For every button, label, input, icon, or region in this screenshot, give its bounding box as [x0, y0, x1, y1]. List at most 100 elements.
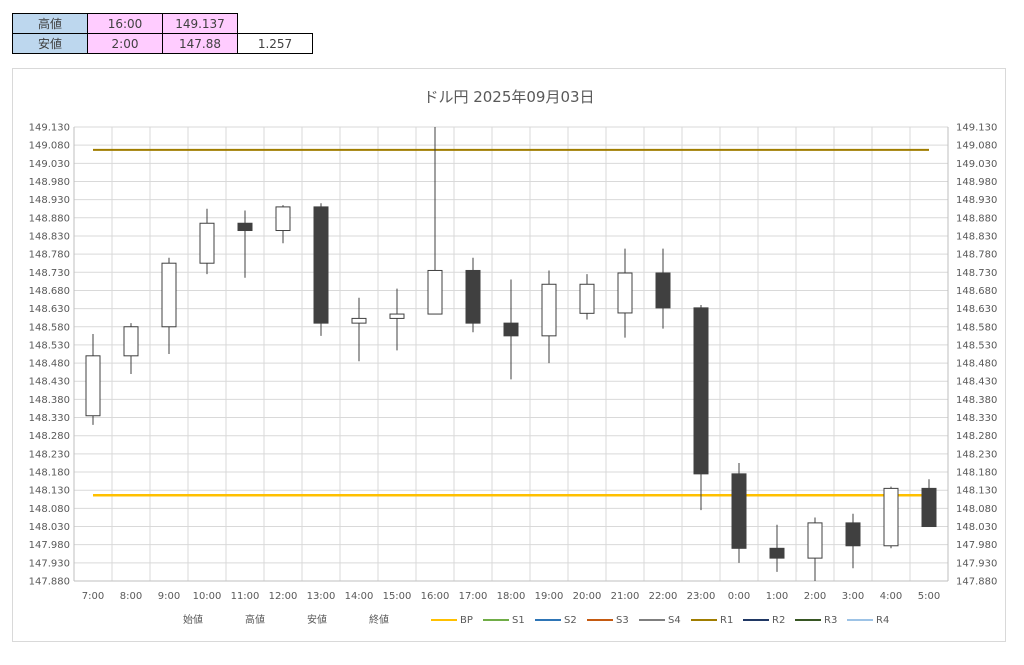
candle-body-up	[883, 487, 899, 547]
candle-body-up	[275, 206, 291, 232]
y-tick-label-right: 148.830	[956, 231, 997, 242]
x-tick-label: 13:00	[307, 591, 336, 602]
legend-label: S2	[564, 615, 577, 626]
x-tick-label: 2:00	[804, 591, 826, 602]
y-tick-label-left: 148.580	[29, 322, 70, 333]
x-tick-label: 20:00	[573, 591, 602, 602]
y-tick-label-left: 148.780	[29, 250, 70, 261]
candle-body-up	[161, 262, 177, 328]
candle-body-up	[85, 355, 101, 417]
candle-body-up	[427, 269, 443, 315]
candle-body-down	[503, 322, 519, 337]
y-tick-label-left: 148.380	[29, 395, 70, 406]
x-tick-label: 14:00	[345, 591, 374, 602]
summary-table: 高値 16:00 149.137 安値 2:00 147.88 1.257	[12, 13, 313, 54]
x-tick-label: 16:00	[421, 591, 450, 602]
y-tick-label-left: 148.180	[29, 468, 70, 479]
x-tick-label: 15:00	[383, 591, 412, 602]
y-tick-label-left: 147.930	[29, 558, 70, 569]
y-tick-label-right: 149.130	[956, 123, 997, 134]
x-tick-label: 7:00	[82, 591, 104, 602]
candle-body-down	[465, 269, 481, 324]
y-tick-label-left: 148.230	[29, 449, 70, 460]
y-tick-label-right: 148.380	[956, 395, 997, 406]
y-tick-label-right: 148.230	[956, 449, 997, 460]
low-time: 2:00	[87, 33, 163, 54]
y-tick-label-right: 149.030	[956, 159, 997, 170]
x-tick-label: 21:00	[611, 591, 640, 602]
x-tick-label: 23:00	[687, 591, 716, 602]
y-tick-label-left: 148.430	[29, 377, 70, 388]
y-tick-label-left: 147.880	[29, 577, 70, 588]
low-row: 安値 2:00 147.88 1.257	[12, 33, 313, 54]
candle-body-down	[313, 206, 329, 324]
y-tick-label-right: 147.930	[956, 558, 997, 569]
candle-body-up	[579, 283, 595, 314]
y-tick-label-right: 148.280	[956, 431, 997, 442]
y-tick-label-left: 149.130	[29, 123, 70, 134]
x-tick-label: 1:00	[766, 591, 788, 602]
y-tick-label-right: 148.430	[956, 377, 997, 388]
candle-body-up	[617, 272, 633, 314]
y-tick-label-left: 148.880	[29, 213, 70, 224]
chart-area: ドル円 2025年09月03日 149.130 149.130 149.080 149.…	[12, 68, 1006, 642]
y-tick-label-left: 148.530	[29, 340, 70, 351]
y-tick-label-right: 148.680	[956, 286, 997, 297]
y-tick-label-left: 148.480	[29, 359, 70, 370]
legend-label: S4	[668, 615, 681, 626]
x-tick-label: 19:00	[535, 591, 564, 602]
legend-label: 終値	[369, 613, 389, 626]
high-row: 高値 16:00 149.137	[12, 13, 313, 34]
y-tick-label-right: 148.480	[956, 359, 997, 370]
y-tick-label-left: 148.130	[29, 486, 70, 497]
x-tick-label: 0:00	[728, 591, 750, 602]
y-tick-label-right: 148.930	[956, 195, 997, 206]
x-tick-label: 22:00	[649, 591, 678, 602]
candle-body-down	[693, 307, 709, 475]
high-value: 149.137	[162, 13, 238, 34]
y-tick-label-right: 148.980	[956, 177, 997, 188]
y-tick-label-right: 148.130	[956, 486, 997, 497]
x-tick-label: 17:00	[459, 591, 488, 602]
legend-label: BP	[460, 615, 473, 626]
candle-body-up	[351, 317, 367, 324]
y-tick-label-right: 147.880	[956, 577, 997, 588]
low-value: 147.88	[162, 33, 238, 54]
y-tick-label-right: 148.580	[956, 322, 997, 333]
y-tick-label-right: 148.080	[956, 504, 997, 515]
x-tick-label: 4:00	[880, 591, 902, 602]
candle-body-down	[921, 487, 937, 528]
legend-label: 安値	[307, 613, 327, 626]
empty-cell	[238, 14, 313, 34]
x-tick-label: 18:00	[497, 591, 526, 602]
candle-body-up	[807, 522, 823, 559]
range-value: 1.257	[237, 33, 313, 54]
y-tick-label-left: 148.330	[29, 413, 70, 424]
y-tick-label-right: 149.080	[956, 141, 997, 152]
y-tick-label-right: 148.330	[956, 413, 997, 424]
x-tick-label: 3:00	[842, 591, 864, 602]
y-tick-label-right: 148.180	[956, 468, 997, 479]
x-tick-label: 11:00	[231, 591, 260, 602]
x-tick-label: 12:00	[269, 591, 298, 602]
y-tick-label-left: 149.080	[29, 141, 70, 152]
candle-body-down	[845, 522, 861, 547]
candlestick-chart: ドル円 2025年09月03日 149.130 149.130 149.080 149.…	[29, 88, 998, 626]
y-tick-label-left: 147.980	[29, 540, 70, 551]
y-tick-label-left: 148.930	[29, 195, 70, 206]
high-label: 高値	[12, 13, 88, 34]
y-tick-label-left: 148.980	[29, 177, 70, 188]
y-tick-label-right: 148.630	[956, 304, 997, 315]
candle-body-down	[769, 547, 785, 559]
y-tick-label-left: 148.030	[29, 522, 70, 533]
y-tick-label-right: 148.730	[956, 268, 997, 279]
x-tick-label: 8:00	[120, 591, 142, 602]
candle-body-up	[389, 313, 405, 319]
y-tick-label-right: 148.780	[956, 250, 997, 261]
candle-body-up	[199, 222, 215, 264]
y-tick-label-right: 148.030	[956, 522, 997, 533]
x-tick-label: 5:00	[918, 591, 940, 602]
legend-label: S3	[616, 615, 629, 626]
x-tick-label: 9:00	[158, 591, 180, 602]
low-label: 安値	[12, 33, 88, 54]
